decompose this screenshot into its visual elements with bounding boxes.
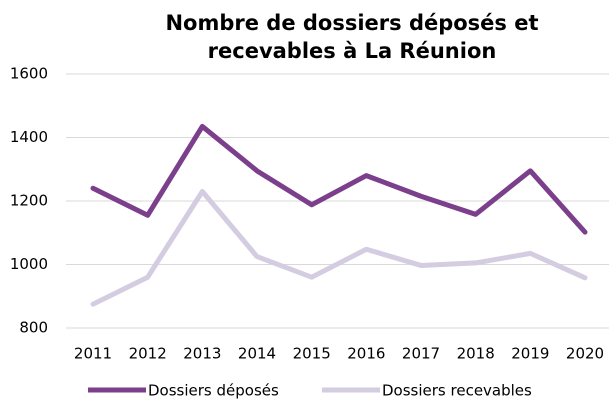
line <box>90 188 588 307</box>
x-tick-label: 2019 <box>511 345 549 363</box>
line <box>90 123 588 235</box>
y-tick-label: 800 <box>19 319 48 337</box>
y-tick-label: 1400 <box>10 128 48 146</box>
x-tick-label: 2013 <box>183 345 221 363</box>
y-tick-label: 1200 <box>10 192 48 210</box>
legend-label: Dossiers recevables <box>382 382 532 400</box>
chart-title: recevables à La Réunion <box>208 39 497 63</box>
y-tick-label: 1000 <box>10 255 48 273</box>
x-tick-label: 2016 <box>347 345 385 363</box>
chart-title: Nombre de dossiers déposés et <box>165 11 538 35</box>
x-tick-label: 2014 <box>238 345 276 363</box>
x-tick-label: 2020 <box>566 345 604 363</box>
x-tick-label: 2015 <box>293 345 331 363</box>
x-tick-label: 2017 <box>402 345 440 363</box>
legend-label: Dossiers déposés <box>148 382 279 400</box>
x-tick-label: 2011 <box>74 345 112 363</box>
y-tick-label: 1600 <box>10 65 48 83</box>
x-tick-label: 2012 <box>129 345 167 363</box>
x-tick-label: 2018 <box>457 345 495 363</box>
